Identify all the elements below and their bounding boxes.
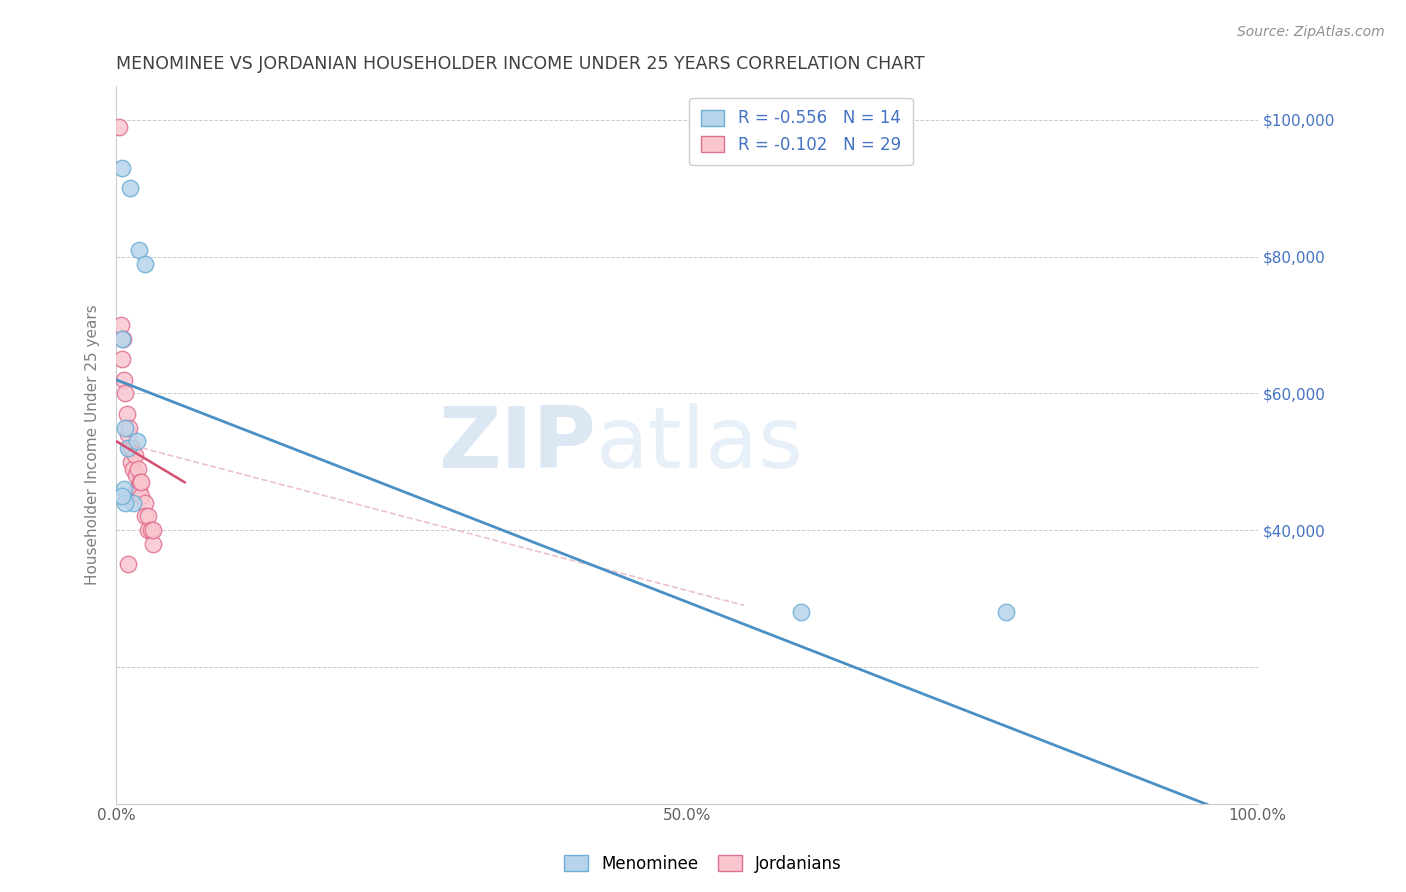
Point <box>124 468 146 483</box>
Point <box>111 332 134 346</box>
Legend: R = -0.556   N = 14, R = -0.102   N = 29: R = -0.556 N = 14, R = -0.102 N = 29 <box>689 98 912 165</box>
Text: ZIP: ZIP <box>437 403 596 486</box>
Point <box>790 605 813 619</box>
Point <box>111 489 134 503</box>
Point <box>131 475 153 490</box>
Point <box>125 434 148 449</box>
Point <box>112 482 135 496</box>
Point <box>125 482 148 496</box>
Point <box>111 352 134 367</box>
Point <box>134 496 156 510</box>
Point <box>110 318 132 332</box>
Legend: Menominee, Jordanians: Menominee, Jordanians <box>558 848 848 880</box>
Point <box>128 243 150 257</box>
Point <box>107 120 129 134</box>
Point <box>122 461 145 475</box>
Point <box>142 523 165 537</box>
Point <box>118 420 141 434</box>
Text: MENOMINEE VS JORDANIAN HOUSEHOLDER INCOME UNDER 25 YEARS CORRELATION CHART: MENOMINEE VS JORDANIAN HOUSEHOLDER INCOM… <box>117 55 925 73</box>
Point <box>112 332 135 346</box>
Point <box>129 475 152 490</box>
Point <box>112 373 135 387</box>
Text: Source: ZipAtlas.com: Source: ZipAtlas.com <box>1237 25 1385 39</box>
Point <box>995 605 1018 619</box>
Point <box>136 509 159 524</box>
Point <box>124 448 146 462</box>
Point <box>134 256 156 270</box>
Point <box>142 537 165 551</box>
Y-axis label: Householder Income Under 25 years: Householder Income Under 25 years <box>86 304 100 585</box>
Point <box>118 441 141 455</box>
Point <box>121 441 143 455</box>
Point <box>117 558 139 572</box>
Point <box>139 523 162 537</box>
Point <box>114 420 136 434</box>
Point <box>114 496 136 510</box>
Point <box>115 407 138 421</box>
Point <box>122 496 145 510</box>
Point <box>118 181 141 195</box>
Point <box>131 489 153 503</box>
Point <box>120 455 142 469</box>
Point <box>127 461 149 475</box>
Point <box>111 161 134 175</box>
Point <box>128 482 150 496</box>
Point <box>136 523 159 537</box>
Point <box>114 386 136 401</box>
Point <box>134 509 156 524</box>
Text: atlas: atlas <box>596 403 804 486</box>
Point <box>117 441 139 455</box>
Point <box>117 427 139 442</box>
